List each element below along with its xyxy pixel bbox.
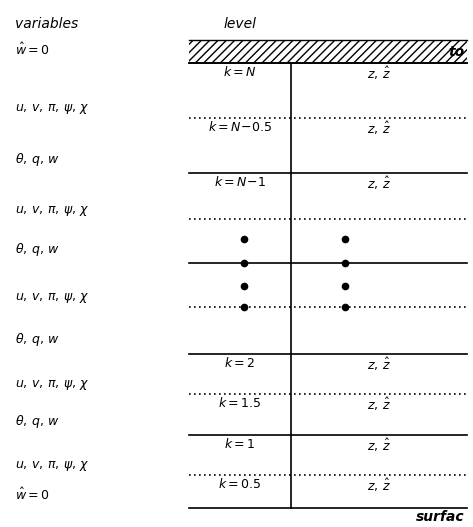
Text: $u,\, v,\, \pi,\, \psi,\, \chi$: $u,\, v,\, \pi,\, \psi,\, \chi$: [16, 460, 90, 473]
Text: $\theta,\, q,\, w$: $\theta,\, q,\, w$: [16, 151, 60, 168]
Text: $\hat{w}=0$: $\hat{w}=0$: [16, 487, 50, 503]
Text: variables: variables: [16, 17, 79, 31]
Text: $z,\, \hat{z}$: $z,\, \hat{z}$: [367, 356, 391, 373]
Text: $u,\, v,\, \pi,\, \psi,\, \chi$: $u,\, v,\, \pi,\, \psi,\, \chi$: [16, 378, 90, 392]
Text: $k = 1.5$: $k = 1.5$: [219, 396, 262, 410]
Text: $k = 1$: $k = 1$: [224, 437, 256, 451]
Text: $u,\, v,\, \pi,\, \psi,\, \chi$: $u,\, v,\, \pi,\, \psi,\, \chi$: [16, 204, 90, 218]
Text: $z,\, \hat{z}$: $z,\, \hat{z}$: [367, 120, 391, 136]
Bar: [190, 40, 467, 63]
Text: $\hat{w}=0$: $\hat{w}=0$: [16, 42, 50, 58]
Text: level: level: [224, 17, 256, 31]
Text: surfac: surfac: [416, 510, 464, 524]
Text: $z,\, \hat{z}$: $z,\, \hat{z}$: [367, 477, 391, 494]
Text: $\theta,\, q,\, w$: $\theta,\, q,\, w$: [16, 413, 60, 430]
Text: $k = N\!-\!1$: $k = N\!-\!1$: [214, 175, 266, 189]
Text: to: to: [448, 45, 464, 58]
Text: $z,\, \hat{z}$: $z,\, \hat{z}$: [367, 396, 391, 413]
Text: $\theta,\, q,\, w$: $\theta,\, q,\, w$: [16, 331, 60, 348]
Text: $k = N$: $k = N$: [223, 65, 257, 80]
Text: $u,\, v,\, \pi,\, \psi,\, \chi$: $u,\, v,\, \pi,\, \psi,\, \chi$: [16, 102, 90, 116]
Text: $k = N\!-\!0.5$: $k = N\!-\!0.5$: [208, 120, 272, 134]
Text: $u,\, v,\, \pi,\, \psi,\, \chi$: $u,\, v,\, \pi,\, \psi,\, \chi$: [16, 291, 90, 306]
Text: $\theta,\, q,\, w$: $\theta,\, q,\, w$: [16, 241, 60, 258]
Text: $k = 0.5$: $k = 0.5$: [219, 477, 262, 491]
Text: $k = 2$: $k = 2$: [224, 356, 255, 369]
Text: $z,\, \hat{z}$: $z,\, \hat{z}$: [367, 437, 391, 454]
Text: $z,\, \hat{z}$: $z,\, \hat{z}$: [367, 175, 391, 192]
Text: $z,\, \hat{z}$: $z,\, \hat{z}$: [367, 65, 391, 82]
